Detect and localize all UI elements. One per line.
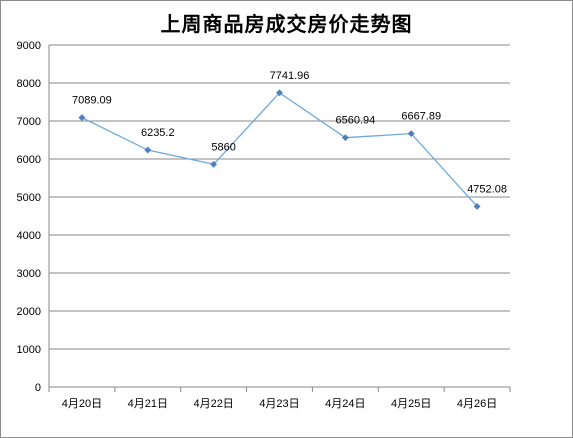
y-tick-label: 3000 (17, 268, 41, 280)
axes (48, 45, 511, 392)
data-label: 7089.09 (72, 95, 112, 107)
x-axis-tick-labels: 4月20日 4月21日 4月22日 4月23日 4月24日 4月25日 4月26日 (62, 398, 498, 410)
y-tick-label: 4000 (17, 230, 41, 242)
data-points (78, 89, 481, 210)
x-tick-label: 4月24日 (325, 398, 365, 410)
gridlines (49, 44, 510, 350)
y-tick-label: 1000 (17, 344, 41, 356)
data-label: 5860 (211, 141, 235, 153)
y-tick-label: 9000 (17, 40, 41, 52)
x-tick-label: 4月20日 (62, 398, 102, 410)
y-tick-label: 5000 (17, 192, 41, 204)
y-tick-label: 8000 (17, 78, 41, 90)
x-tick-label: 4月22日 (193, 398, 233, 410)
y-axis-tick-labels: 0 1000 2000 3000 4000 5000 6000 7000 8000 9000 (17, 40, 41, 394)
data-label: 6667.89 (401, 111, 441, 123)
data-label: 6560.94 (335, 115, 375, 127)
data-label: 4752.08 (467, 183, 507, 195)
data-label: 7741.96 (270, 70, 310, 82)
data-point (275, 89, 284, 97)
y-tick-label: 0 (35, 382, 41, 394)
y-tick-label: 7000 (17, 116, 41, 128)
data-point (407, 130, 415, 138)
x-tick-label: 4月21日 (128, 398, 168, 410)
data-labels: 7089.09 6235.2 5860 7741.96 6560.94 6667.89 47… (72, 70, 507, 196)
chart-title: 上周商品房成交房价走势图 (160, 12, 413, 36)
data-point (144, 146, 152, 154)
data-point (78, 114, 86, 122)
data-label: 6235.2 (141, 127, 175, 139)
data-point (210, 160, 218, 168)
y-tick-label: 2000 (17, 306, 41, 318)
x-tick-label: 4月26日 (457, 398, 497, 410)
x-tick-label: 4月25日 (391, 398, 431, 410)
x-tick-label: 4月23日 (259, 398, 299, 410)
data-point (341, 134, 349, 142)
y-tick-label: 6000 (17, 154, 41, 166)
data-point (473, 202, 481, 210)
